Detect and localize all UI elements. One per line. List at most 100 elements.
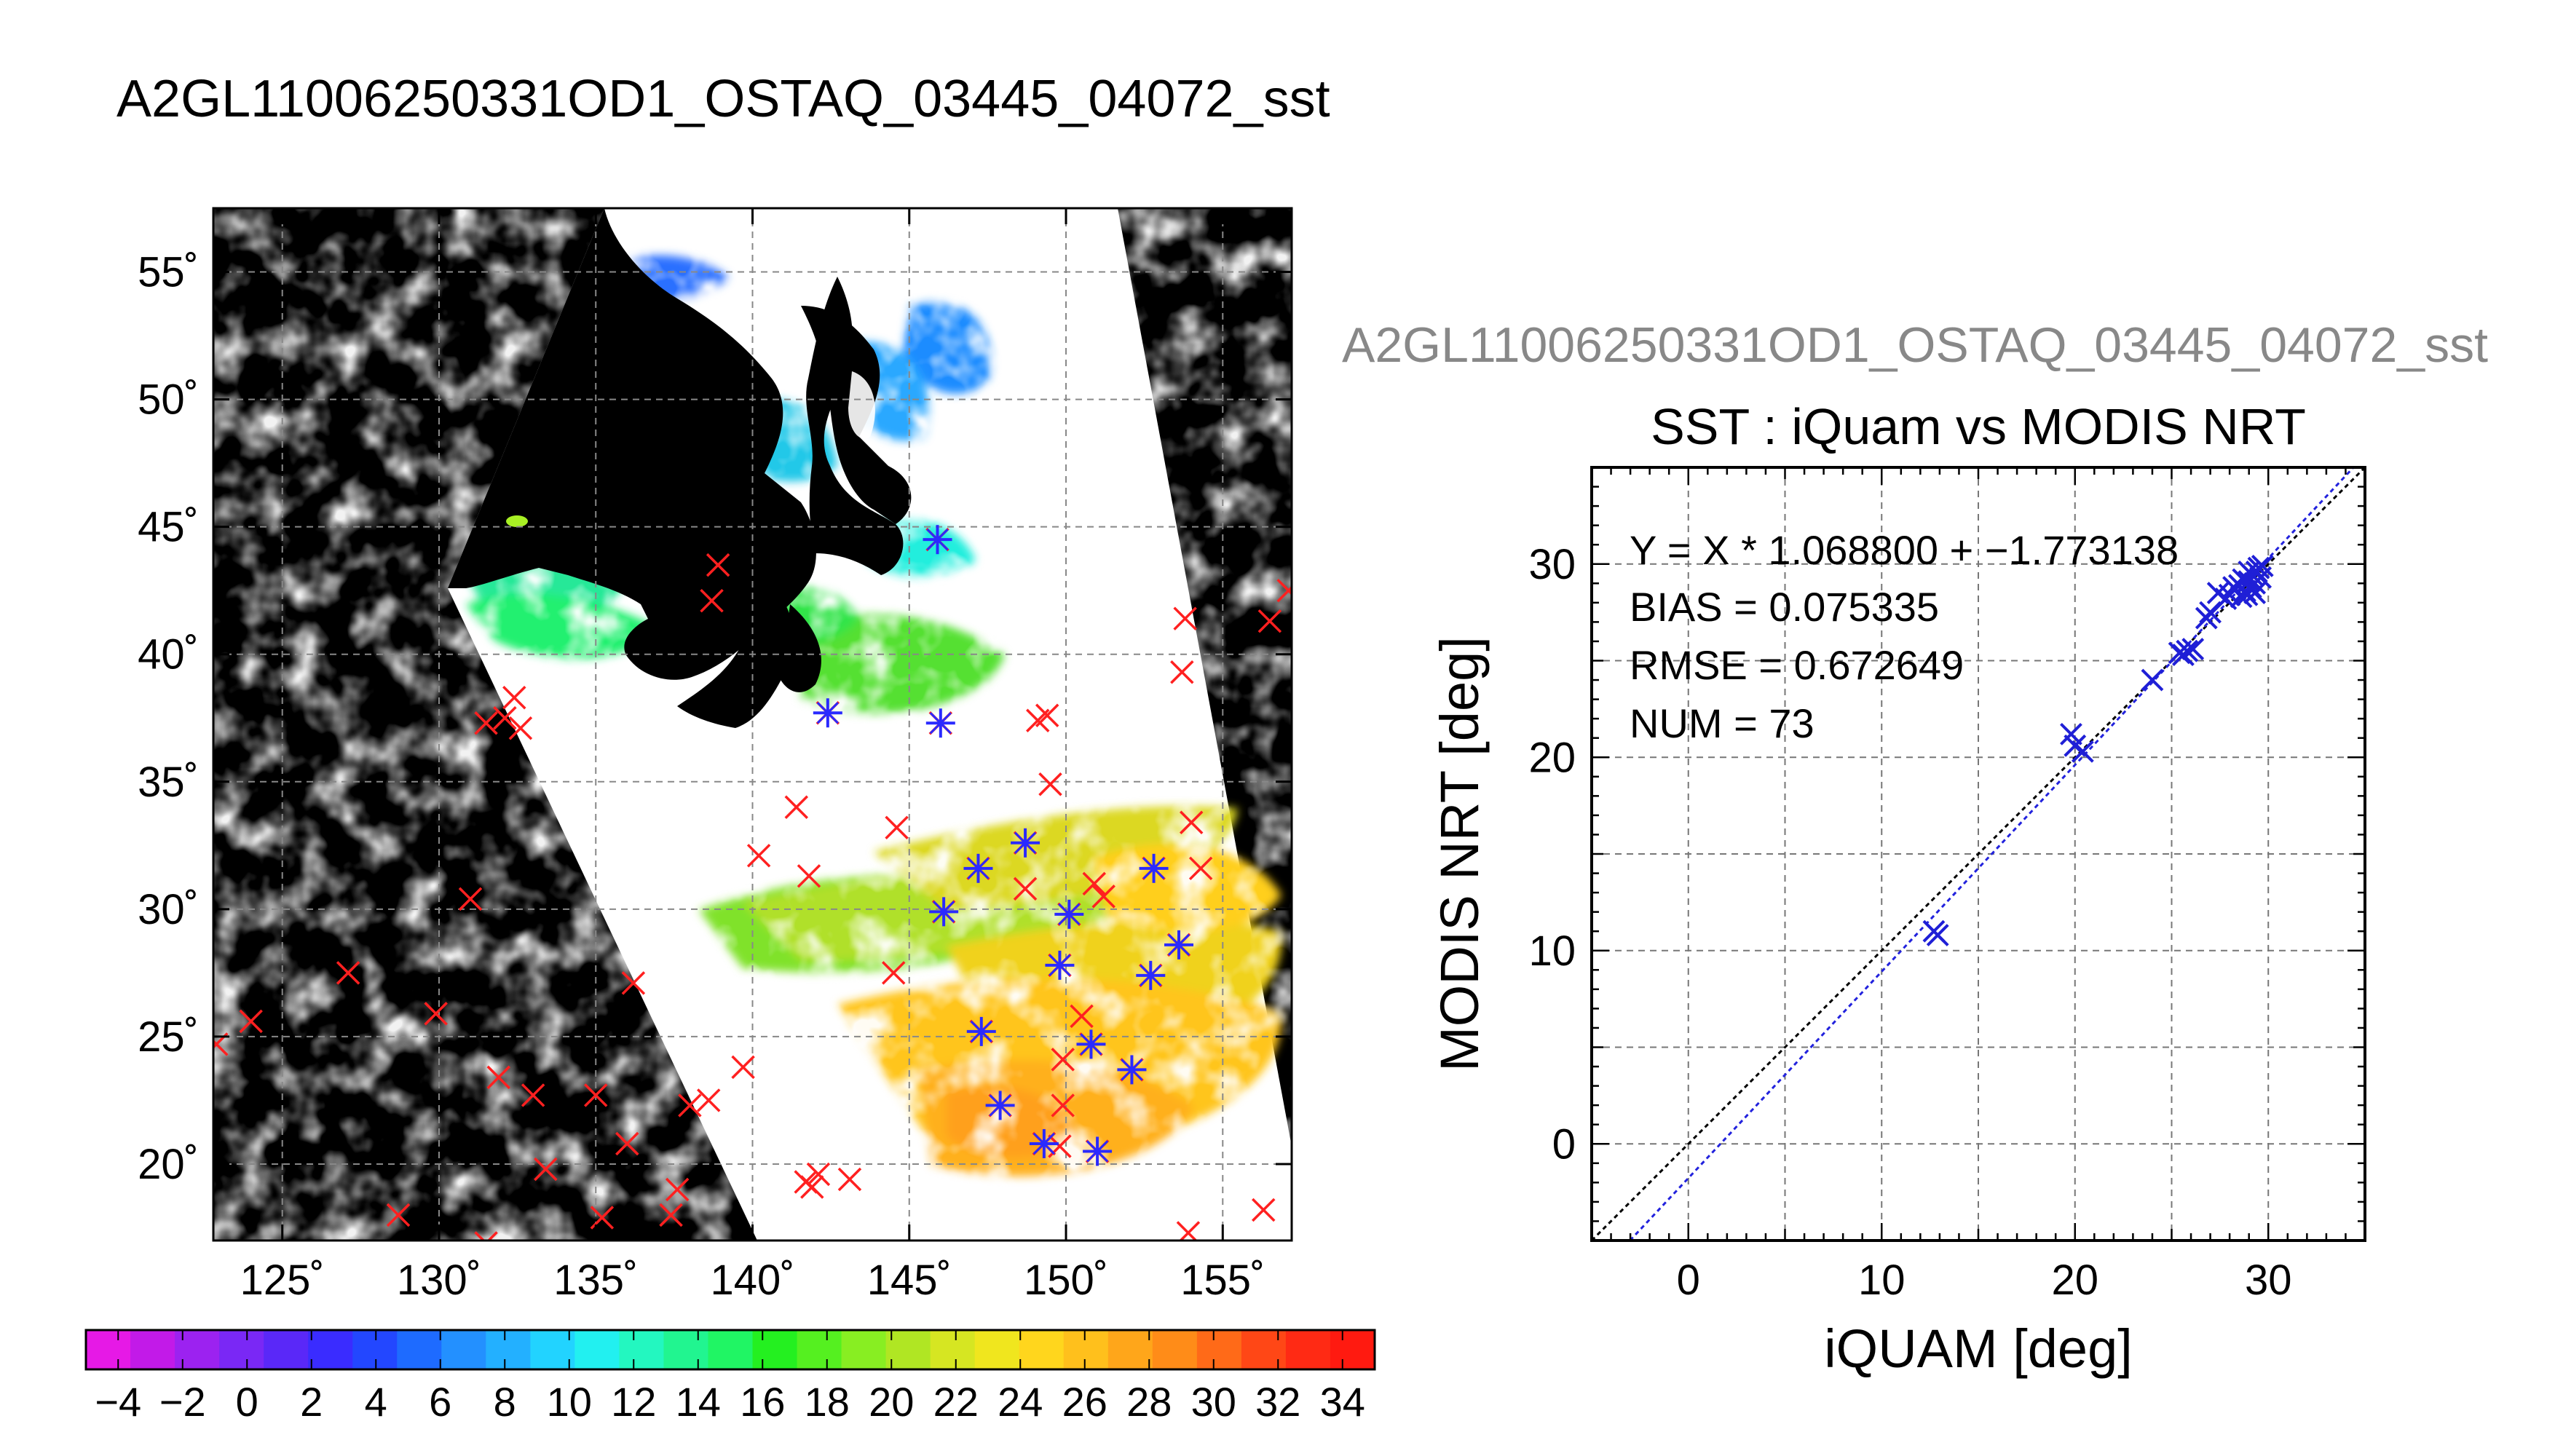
colorbar-label: 22 <box>933 1379 979 1425</box>
surface-marker <box>659 1203 683 1227</box>
regression-equation: Y = X * 1.068800 + −1.773138 <box>1630 527 2179 573</box>
surface-marker <box>621 971 646 995</box>
colorbar-cell <box>264 1330 309 1369</box>
surface-marker <box>1051 1048 1075 1072</box>
colorbar-cell <box>1063 1330 1109 1369</box>
colorbar-label: 34 <box>1320 1379 1365 1425</box>
surface-marker <box>678 1093 702 1117</box>
surface-marker <box>1070 1004 1094 1029</box>
colorbar-label: 20 <box>869 1379 914 1425</box>
colorbar-cell <box>1196 1330 1242 1369</box>
surface-marker <box>615 1131 639 1156</box>
colorbar-cell <box>619 1330 665 1369</box>
colorbar-cell <box>397 1330 442 1369</box>
y-axis-label: MODIS NRT [deg] <box>1429 636 1490 1072</box>
colorbar-tick-labels: −4 −2 0 2 4 6 8 10 12 14 16 18 20 22 24 26 28 30 32 34 <box>95 1379 1365 1425</box>
colorbar-cell <box>974 1330 1020 1369</box>
map-lon-label: 140˚ <box>710 1257 794 1304</box>
surface-marker <box>746 844 771 868</box>
scatter-header-title: A2GL11006250331OD1_OSTAQ_03445_04072_sst <box>1342 317 2488 373</box>
colorbar-cell <box>574 1330 620 1369</box>
scatter-x-tick-label: 10 <box>1858 1257 1906 1304</box>
map-lat-label: 50˚ <box>138 376 199 424</box>
matchup-marker <box>923 525 952 555</box>
surface-marker <box>885 815 909 840</box>
isolated-sst-patch <box>506 515 528 527</box>
surface-marker <box>881 961 906 985</box>
map-lat-label: 30˚ <box>138 886 199 933</box>
colorbar-cell <box>885 1330 931 1369</box>
colorbar-label: 4 <box>365 1379 387 1425</box>
scatter-point <box>2235 583 2259 606</box>
colorbar-label: −4 <box>95 1379 141 1425</box>
scatter-points <box>1922 554 2274 946</box>
colorbar-cell <box>930 1330 976 1369</box>
surface-marker <box>800 1175 824 1199</box>
colorbar-label: 32 <box>1255 1379 1300 1425</box>
scatter-point <box>2141 668 2164 692</box>
colorbar-cell <box>219 1330 264 1369</box>
colorbar-cell <box>352 1330 398 1369</box>
colorbar-cell <box>752 1330 798 1369</box>
map-lat-label: 25˚ <box>138 1013 199 1061</box>
colorbar-cell <box>1107 1330 1153 1369</box>
colorbar-label: −2 <box>159 1379 206 1425</box>
colorbar-label: 26 <box>1062 1379 1107 1425</box>
scatter-point <box>1926 924 1949 946</box>
surface-marker <box>502 685 526 710</box>
matchup-marker <box>1117 1055 1147 1085</box>
surface-marker <box>696 1088 721 1112</box>
matchup-marker <box>1164 930 1194 960</box>
map-lat-label: 35˚ <box>138 759 199 806</box>
num-text: NUM = 73 <box>1630 700 1814 746</box>
matchup-marker <box>963 853 993 883</box>
surface-marker <box>806 1162 831 1187</box>
surface-marker <box>700 588 724 613</box>
colorbar-label: 28 <box>1126 1379 1172 1425</box>
x-axis-label: iQUAM [deg] <box>1824 1318 2133 1379</box>
figure-title: A2GL11006250331OD1_OSTAQ_03445_04072_sst <box>117 70 1330 128</box>
map-lon-label: 150˚ <box>1024 1257 1108 1304</box>
surface-marker <box>584 1083 608 1107</box>
matchup-marker <box>966 1016 996 1046</box>
colorbar-label: 24 <box>998 1379 1043 1425</box>
scatter-ticks <box>1590 466 2366 1242</box>
colorbar-label: 12 <box>611 1379 656 1425</box>
colorbar-cell <box>1330 1330 1375 1369</box>
matchup-marker <box>1054 899 1084 929</box>
colorbar-cell <box>86 1330 131 1369</box>
colorbar-label: 14 <box>676 1379 721 1425</box>
surface-marker <box>837 1167 862 1192</box>
matchup-marker <box>1045 950 1075 980</box>
matchup-marker <box>1139 853 1169 883</box>
matchup-marker <box>1083 1136 1113 1166</box>
colorbar-cell <box>308 1330 353 1369</box>
colorbar: −4 −2 0 2 4 6 8 10 12 14 16 18 20 22 24 26 28 30 32 34 <box>84 1329 1376 1425</box>
map-tick-labels: 125˚ 130˚ 135˚ 140˚ 145˚ 150˚ 155˚ 55˚ 50˚ 45˚ 40˚… <box>138 249 1265 1304</box>
surface-marker <box>474 711 498 735</box>
matchup-marker <box>1029 1128 1059 1158</box>
surface-marker <box>797 864 821 888</box>
colorbar-cell <box>1285 1330 1331 1369</box>
surface-marker <box>474 1231 498 1241</box>
map-lon-label: 135˚ <box>553 1257 638 1304</box>
map-lon-label: 125˚ <box>240 1257 325 1304</box>
scatter-point <box>2243 571 2267 595</box>
scatter-y-tick-label: 0 <box>1552 1120 1576 1168</box>
matchup-marker <box>1076 1029 1106 1059</box>
colorbar-cell <box>530 1330 575 1369</box>
map-lat-label: 20˚ <box>138 1141 199 1188</box>
surface-marker <box>706 553 730 577</box>
stats-annotations: Y = X * 1.068800 + −1.773138 BIAS = 0.07… <box>1630 527 2179 746</box>
scatter-x-tick-label: 20 <box>2051 1257 2098 1304</box>
surface-marker <box>239 1009 263 1034</box>
scatter-point <box>2172 644 2195 666</box>
surface-marker <box>508 716 533 740</box>
colorbar-cell <box>441 1330 486 1369</box>
surface-marker <box>534 1157 558 1182</box>
map-lat-label: 55˚ <box>138 249 199 296</box>
map-lat-label: 45˚ <box>138 504 199 551</box>
scatter-point <box>2251 554 2274 577</box>
colorbar-cell <box>486 1330 531 1369</box>
map-lon-label: 145˚ <box>867 1257 952 1304</box>
